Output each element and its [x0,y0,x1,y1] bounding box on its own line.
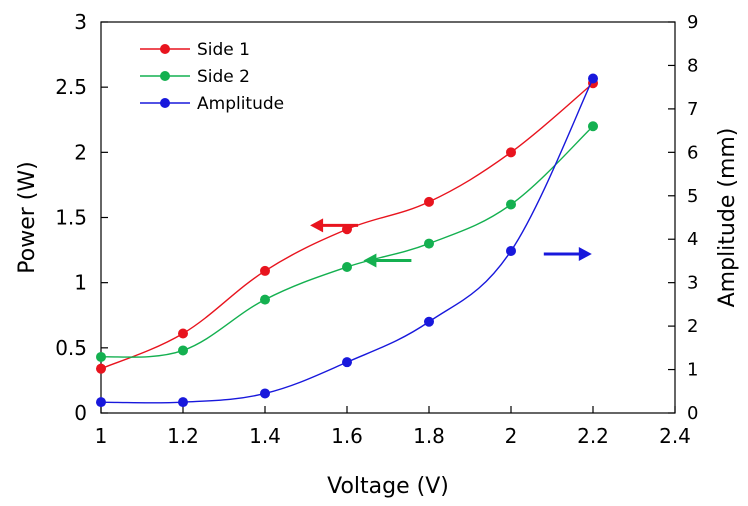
x-tick-label: 1.6 [331,424,363,448]
y-tick-label: 3 [74,10,87,34]
y-axis-title: Power (W) [15,161,40,273]
legend: Side 1 Side 2 Amplitude [140,40,284,114]
legend-item-side-2: Side 2 [140,67,250,87]
y2-tick-label: 6 [687,142,698,163]
arrow-side-1 [310,218,359,233]
series-side-2 [96,121,598,362]
y2-tick-label: 5 [687,186,698,207]
data-point-side-2 [260,294,270,305]
legend-label: Side 1 [197,40,250,60]
data-point-side-2 [96,351,106,362]
arrow-head [578,246,592,261]
y-tick-label: 2 [74,140,87,164]
x-tick-label: 1.8 [413,424,445,448]
series-layer [96,73,598,408]
y2-axis-title: Amplitude (mm) [715,128,740,308]
y2-tick-label: 2 [687,316,698,337]
y-tick-label: 1.5 [55,206,87,230]
y2-tick-label: 3 [687,273,698,294]
y-tick-label: 1 [74,271,87,295]
data-point-side-1 [506,147,516,158]
y2-tick-label: 4 [687,229,698,250]
data-point-amplitude [96,397,106,408]
data-point-side-2 [342,262,352,273]
series-amplitude [96,73,598,408]
data-point-side-2 [178,345,188,356]
x-tick-label: 2 [505,424,518,448]
y-tick-label: 2.5 [55,75,87,99]
data-point-side-2 [506,199,516,210]
data-point-amplitude [260,388,270,399]
data-point-side-1 [260,265,270,276]
arrow-amplitude [543,246,592,261]
x-axis-title: Voltage (V) [327,474,449,499]
data-point-side-2 [588,121,598,132]
legend-item-amplitude: Amplitude [140,94,284,114]
data-point-side-2 [424,238,434,249]
legend-swatch-marker [160,71,170,81]
arrows-layer [310,218,592,268]
legend-swatch-marker [160,98,170,108]
legend-label: Side 2 [197,67,250,87]
data-point-amplitude [342,357,352,368]
x-tick-label: 2.4 [659,424,691,448]
arrow-side-2 [363,253,412,268]
arrow-head [363,253,377,268]
y2-tick-label: 9 [687,12,698,33]
series-line-side-2 [100,125,594,358]
y2-tick-label: 7 [687,99,698,120]
legend-item-side-1: Side 1 [140,40,250,60]
y2-tick-label: 1 [687,360,698,381]
x-tick-label: 1.2 [167,424,199,448]
x-tick-label: 1 [95,424,108,448]
x-tick-label: 1.4 [249,424,281,448]
series-line-amplitude [100,78,594,404]
data-point-amplitude [178,397,188,408]
y2-tick-label: 0 [687,403,698,424]
series-side-1 [96,78,598,374]
data-point-amplitude [588,73,598,84]
legend-label: Amplitude [197,94,284,114]
y2-tick-label: 8 [687,55,698,76]
data-point-side-1 [178,328,188,339]
data-point-side-1 [424,196,434,207]
arrow-head [310,218,324,233]
x-tick-label: 2.2 [577,424,609,448]
data-point-amplitude [424,316,434,327]
data-point-side-1 [96,363,106,374]
y-tick-label: 0.5 [55,336,87,360]
axes: 1 1.2 1.4 1.6 1.8 2 2.2 2.400.511.522.530123456… [55,10,698,448]
data-point-amplitude [506,245,516,256]
y-tick-label: 0 [74,401,87,425]
legend-swatch-marker [160,44,170,54]
